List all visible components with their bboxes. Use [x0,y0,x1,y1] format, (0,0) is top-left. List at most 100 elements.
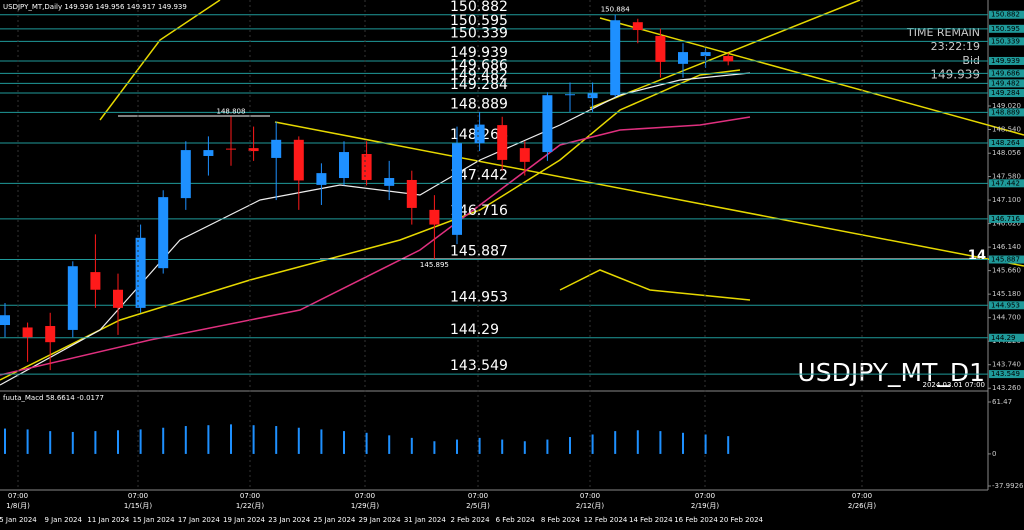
week-date: 2/19(月) [691,502,719,510]
macd-bar [501,439,504,454]
x-tick-label: 17 Jan 2024 [178,516,221,524]
macd-bar [162,427,165,454]
macd-bar [456,439,458,454]
price-axis-label: 149.284 [991,89,1020,97]
y-tick-label: 144.700 [992,314,1021,322]
candle-body [90,272,101,290]
x-tick-label: 16 Feb 2024 [674,516,718,524]
macd-bar [659,431,662,454]
price-axis-label: 150.339 [991,37,1020,45]
x-tick-label: 2 Feb 2024 [450,516,490,524]
candle-body [565,94,575,96]
macd-bar [139,429,142,454]
macd-bar [523,441,526,454]
candle-body [271,139,282,158]
macd-bar [207,425,210,454]
moving-average [0,72,751,386]
week-time: 07:00 [580,492,600,500]
macd-title: fuuta_Macd 58.6614 -0.0177 [3,394,104,402]
price-line-label: 150.882 [450,0,508,15]
trendlines [0,0,1024,381]
y-tick-label: 146.140 [992,243,1021,251]
candle-body [700,52,711,57]
candle-body [226,148,236,150]
macd-bar [478,437,481,454]
price-line-label: 149.482 [450,67,508,83]
price-axis-label: 148.889 [991,108,1020,116]
macd-bar [4,428,6,454]
chart-header: USDJPY_MT,Daily 149.936 149.956 149.917 … [3,3,187,11]
candle-body [474,124,485,144]
candle-body [339,152,349,179]
candle-body [723,56,734,62]
macd-bar [388,435,391,454]
price-line-label: 144.29 [450,322,499,338]
edge-label: 14 [968,249,986,264]
price-axis-label: 144.953 [991,301,1020,309]
candle-body [361,154,372,180]
watermark: USDJPY_MT_D1 [797,358,985,387]
week-date: 1/29(月) [351,502,379,510]
macd-bar [252,425,255,454]
x-tick-label: 20 Feb 2024 [719,516,763,524]
week-date: 2/5(月) [466,502,490,510]
moving-average [0,116,751,376]
price-axis-box [989,10,1024,19]
price-axis-label: 149.939 [991,57,1020,65]
macd-tick-label: 0 [992,450,996,458]
info-value: 23:22:19 [931,40,980,53]
price-axis-label: 149.686 [991,69,1020,77]
price-axis-box [989,79,1024,88]
candle-body [22,327,33,338]
week-time: 07:00 [695,492,715,500]
price-line-label: 149.939 [450,45,508,61]
week-date: 1/15(月) [124,502,152,510]
y-tick-label: 145.180 [992,290,1021,298]
week-time: 07:00 [852,492,872,500]
extreme-label: 145.895 [420,261,449,269]
macd-bar [297,427,300,454]
candle-body [113,289,123,308]
week-time: 07:00 [355,492,375,500]
x-tick-label: 9 Jan 2024 [44,516,82,524]
candle-body [203,150,214,156]
candle-body [406,179,417,208]
y-tick-label: 147.580 [992,173,1021,181]
week-time: 07:00 [128,492,148,500]
price-line-label: 150.595 [450,13,508,29]
macd-bar [184,426,187,454]
macd-bar [433,441,436,454]
price-line-label: 148.889 [450,96,508,112]
macd-bar [320,429,323,454]
trendline [599,17,1024,136]
macd-bar [727,436,730,454]
macd-bar [591,434,594,454]
x-tick-label: 8 Feb 2024 [541,516,581,524]
macd-bar [26,429,29,454]
price-line-label: 145.887 [450,244,508,260]
extreme-label: 150.884 [601,6,630,14]
price-axis-box [989,69,1024,78]
price-line-label: 144.953 [450,289,508,305]
macd-bar [410,437,413,454]
x-tick-label: 31 Jan 2024 [404,516,447,524]
price-axis-label: 150.882 [991,11,1020,19]
y-tick-label: 147.100 [992,196,1021,204]
price-line-label: 150.339 [450,25,508,41]
macd-bar [546,439,549,454]
candle-body [497,125,508,160]
price-axis-label: 148.264 [991,139,1020,147]
candle-body [67,266,78,330]
price-line-label: 143.549 [450,358,508,374]
macd-bar [614,431,617,454]
week-date: 2/26(月) [848,502,876,510]
week-date: 1/22(月) [236,502,264,510]
candle-body [316,173,327,185]
price-axis-box [989,301,1024,310]
price-axis-label: 149.482 [991,79,1020,87]
candle-body [180,150,191,199]
trendline [274,121,1024,267]
candle-body [248,148,259,152]
x-tick-label: 19 Jan 2024 [223,516,266,524]
